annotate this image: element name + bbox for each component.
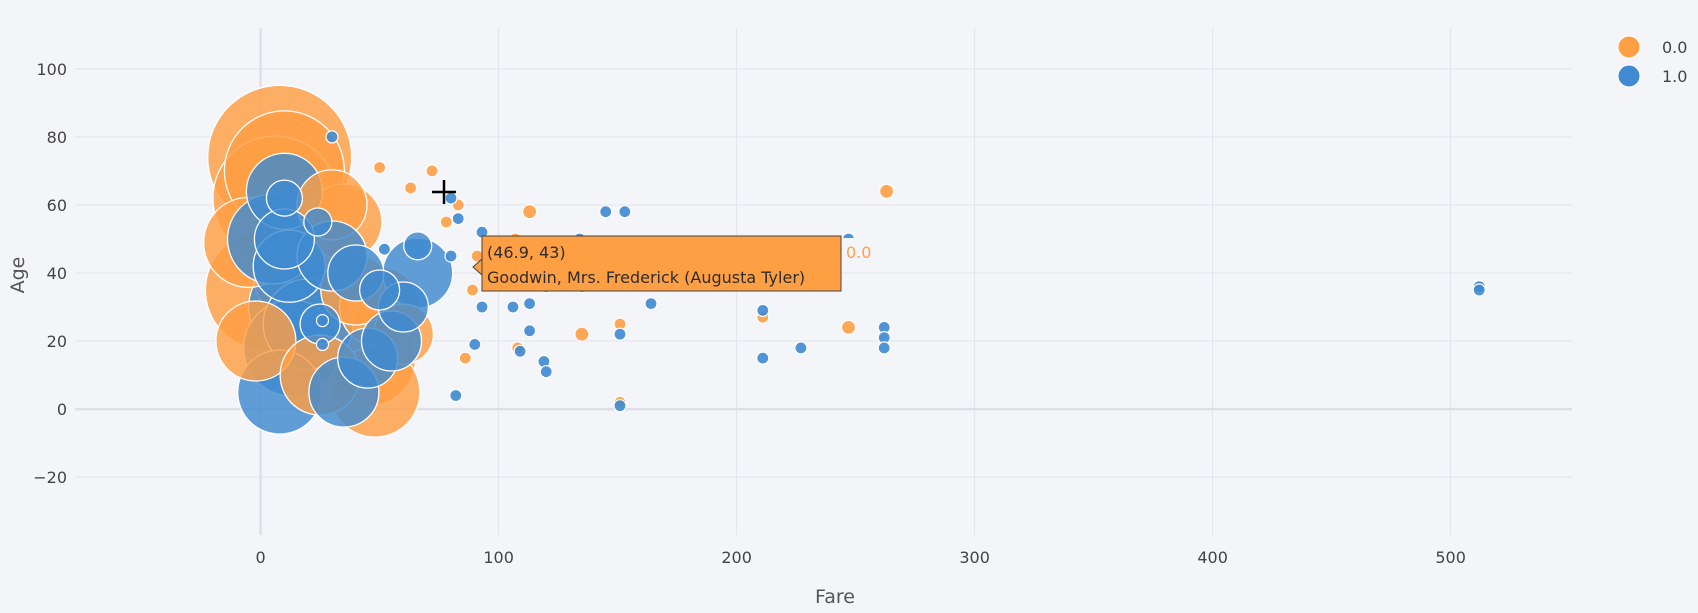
point-series-0[interactable] (215, 300, 297, 382)
y-tick-label: 0 (57, 400, 67, 419)
point-series-1[interactable] (377, 242, 391, 256)
point-series-0[interactable] (840, 319, 857, 335)
x-tick-label: 200 (721, 548, 752, 567)
point-series-0[interactable] (878, 183, 895, 199)
point-series-1[interactable] (618, 205, 632, 219)
point-series-1[interactable] (403, 231, 433, 261)
point-series-0[interactable] (439, 215, 453, 229)
legend-label-series-0: 0.0 (1662, 38, 1687, 57)
point-series-1[interactable] (644, 297, 658, 311)
legend-item-0[interactable]: 0.0 (1617, 35, 1687, 59)
data-points[interactable] (203, 84, 1486, 438)
point-series-1[interactable] (613, 327, 627, 341)
y-axis-title: Age (7, 257, 29, 294)
point-series-1[interactable] (449, 388, 463, 403)
y-tick-label: 80 (47, 128, 67, 147)
point-series-1[interactable] (1472, 283, 1486, 297)
tooltip-series-label: 0.0 (846, 243, 871, 262)
tooltip-side-label-bg (842, 238, 880, 268)
point-series-1[interactable] (325, 130, 339, 144)
x-tick-label: 100 (483, 548, 514, 567)
point-series-1[interactable] (539, 365, 553, 379)
point-series-1[interactable] (599, 205, 613, 219)
point-series-1[interactable] (468, 337, 482, 351)
point-series-1[interactable] (358, 269, 401, 311)
point-series-1[interactable] (877, 341, 891, 355)
point-series-0[interactable] (574, 326, 590, 342)
legend-swatch-series-0 (1617, 35, 1641, 59)
point-series-0[interactable] (404, 181, 418, 195)
point-series-0[interactable] (458, 351, 472, 365)
point-series-1[interactable] (444, 191, 458, 205)
x-tick-label: 300 (959, 548, 990, 567)
legend-item-1[interactable]: 1.0 (1617, 64, 1687, 88)
y-tick-label: −20 (33, 468, 67, 487)
point-series-1[interactable] (444, 249, 458, 263)
legend-label-series-1: 1.0 (1662, 67, 1687, 86)
hover-tooltip: (46.9, 43) Goodwin, Mrs. Frederick (Augu… (472, 235, 880, 292)
point-series-0[interactable] (373, 160, 387, 175)
point-series-1[interactable] (265, 179, 304, 217)
crosshair-cursor-icon (432, 180, 456, 204)
point-series-1[interactable] (613, 399, 627, 413)
y-tick-label: 100 (36, 60, 67, 79)
point-series-1[interactable] (315, 337, 330, 351)
point-series-1[interactable] (794, 341, 808, 355)
y-tick-label: 20 (47, 332, 67, 351)
point-series-1[interactable] (506, 300, 520, 314)
tooltip-box (481, 235, 842, 292)
point-series-0[interactable] (425, 164, 439, 178)
legend: 0.0 1.0 (1617, 35, 1687, 88)
point-series-1[interactable] (451, 212, 465, 226)
point-series-1[interactable] (513, 344, 527, 358)
x-tick-label: 500 (1435, 548, 1466, 567)
y-tick-label: 60 (47, 196, 67, 215)
point-series-1[interactable] (756, 351, 770, 365)
point-series-1[interactable] (522, 297, 537, 311)
y-tick-label: 40 (47, 264, 67, 283)
point-series-1[interactable] (315, 314, 330, 328)
x-tick-label: 0 (256, 548, 266, 567)
point-series-1[interactable] (756, 303, 770, 317)
x-tick-label: 400 (1197, 548, 1228, 567)
legend-swatch-series-1 (1617, 64, 1641, 88)
point-series-1[interactable] (475, 300, 489, 314)
x-axis-title: Fare (815, 586, 855, 608)
tooltip-name: Goodwin, Mrs. Frederick (Augusta Tyler) (487, 268, 805, 287)
point-series-0[interactable] (465, 283, 480, 297)
point-series-0[interactable] (521, 204, 538, 220)
point-series-1[interactable] (522, 324, 537, 338)
tick-labels: 0 100 200 300 400 500 −20 0 20 40 60 80 100 (33, 60, 1466, 567)
point-series-1[interactable] (303, 207, 333, 237)
tooltip-coords: (46.9, 43) (487, 243, 566, 262)
